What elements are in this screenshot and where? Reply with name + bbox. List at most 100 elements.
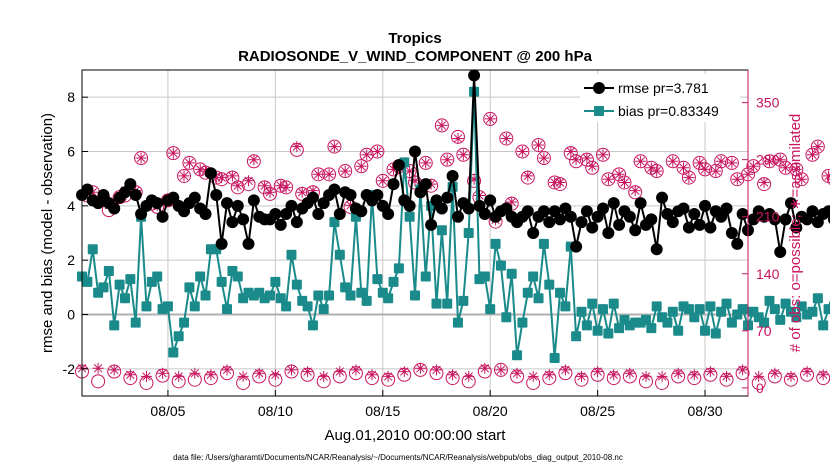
y-right-tick-label: 210	[756, 209, 780, 225]
rmse-marker	[151, 197, 164, 210]
obs-assimilated-marker	[92, 362, 104, 374]
bias-marker	[694, 304, 705, 315]
obs-assimilated-marker	[463, 370, 475, 382]
obs-assimilated-marker	[371, 146, 383, 157]
obs-assimilated-marker	[253, 367, 265, 379]
obs-assimilated-marker	[194, 163, 206, 175]
bias-marker	[232, 271, 243, 282]
bias-marker	[549, 352, 560, 363]
obs-assimilated-marker	[124, 369, 136, 381]
rmse-marker	[210, 188, 223, 201]
rmse-marker	[129, 188, 142, 201]
obs-possible-marker	[370, 144, 385, 159]
rmse-marker	[554, 213, 567, 226]
bias-marker	[667, 306, 678, 317]
y-tick-label: 6	[67, 144, 75, 160]
obs-assimilated-marker	[318, 370, 330, 382]
bias-marker	[683, 304, 694, 315]
obs-assimilated-marker	[420, 157, 432, 169]
bias-marker	[329, 217, 340, 228]
rmse-marker	[425, 218, 438, 231]
obs-assimilated-marker	[565, 146, 577, 157]
rmse-marker	[269, 207, 282, 220]
bias-marker	[404, 211, 415, 222]
bias-marker	[517, 317, 528, 328]
y-right-tick-label: 280	[756, 152, 780, 168]
obs-assimilated-marker	[602, 173, 614, 185]
obs-assimilated-marker	[302, 366, 314, 378]
rmse-marker	[274, 218, 287, 231]
rmse-marker	[441, 191, 454, 204]
obs-assimilated-marker	[533, 139, 544, 151]
bias-marker	[275, 293, 286, 304]
data-file-footnote: data file: /Users/gharamti/Documents/NCA…	[173, 453, 623, 462]
obs-possible-marker	[418, 155, 433, 170]
bias-marker	[710, 328, 721, 339]
y-right-tick-label: 350	[756, 95, 780, 111]
obs-assimilated-marker	[178, 170, 190, 182]
rmse-marker	[242, 237, 255, 250]
rmse-marker	[462, 202, 475, 215]
obs-assimilated-marker	[790, 163, 802, 175]
rmse-marker	[237, 213, 250, 226]
bias-marker	[442, 298, 453, 309]
y-axis-label: rmse and bias (model - observation)	[39, 113, 56, 353]
obs-possible-marker	[354, 159, 369, 174]
obs-assimilated-marker	[635, 155, 647, 167]
bias-marker	[334, 249, 345, 260]
obs-assimilated-marker	[683, 172, 695, 184]
obs-assimilated-marker	[468, 173, 480, 185]
rmse-marker	[333, 207, 346, 220]
obs-assimilated-marker	[619, 177, 630, 188]
bias-marker	[807, 306, 818, 317]
rmse-marker	[231, 199, 244, 212]
obs-assimilated-marker	[586, 160, 598, 172]
rmse-marker	[779, 213, 792, 226]
obs-assimilated-marker	[656, 370, 668, 382]
bias-marker	[168, 347, 179, 358]
rmse-marker	[634, 197, 647, 210]
bias-marker	[393, 263, 404, 274]
obs-possible-marker	[338, 164, 353, 179]
obs-assimilated-marker	[323, 168, 335, 180]
obs-possible-marker	[746, 159, 761, 174]
obs-assimilated-marker	[232, 180, 244, 192]
legend: rmse pr=3.781 bias pr=0.83349	[580, 74, 740, 122]
bias-marker	[372, 274, 383, 285]
bias-marker	[528, 271, 539, 282]
x-tick-label: 08/10	[258, 403, 293, 419]
obs-assimilated-marker	[441, 154, 453, 166]
rmse-marker	[768, 213, 781, 226]
rmse-marker	[570, 240, 583, 253]
obs-assimilated-marker	[629, 185, 641, 197]
x-axis: 08/05 08/10 08/15 08/20 08/25 08/30	[150, 390, 723, 419]
y-tick-label: 4	[67, 198, 75, 214]
rmse-marker	[419, 178, 432, 191]
rmse-marker	[403, 199, 416, 212]
rmse-marker	[688, 207, 701, 220]
chart-subtitle: RADIOSONDE_V_WIND_COMPONENT @ 200 hPa	[238, 48, 593, 65]
rmse-marker	[693, 218, 706, 231]
legend-rmse-label: rmse pr=3.781	[618, 80, 709, 96]
rmse-marker	[650, 243, 663, 256]
bias-marker	[603, 328, 614, 339]
bias-marker	[662, 317, 673, 328]
bias-marker	[512, 350, 523, 361]
rmse-marker	[543, 216, 556, 229]
bias-marker	[286, 249, 297, 260]
rmse-marker	[521, 205, 534, 218]
bias-marker	[651, 301, 662, 312]
obs-assimilated-marker	[672, 367, 684, 379]
obs-assimilated-marker	[651, 165, 663, 177]
obs-assimilated-marker	[350, 364, 362, 376]
rmse-marker	[656, 191, 669, 204]
rmse-marker	[720, 202, 733, 215]
rmse-marker	[736, 207, 749, 220]
bias-marker	[313, 290, 324, 301]
bias-marker	[501, 312, 512, 323]
bias-marker	[775, 314, 786, 325]
obs-possible-marker	[805, 147, 820, 162]
x-tick-label: 08/30	[688, 403, 723, 419]
bias-marker	[533, 293, 544, 304]
chart-title: Tropics	[388, 30, 441, 47]
